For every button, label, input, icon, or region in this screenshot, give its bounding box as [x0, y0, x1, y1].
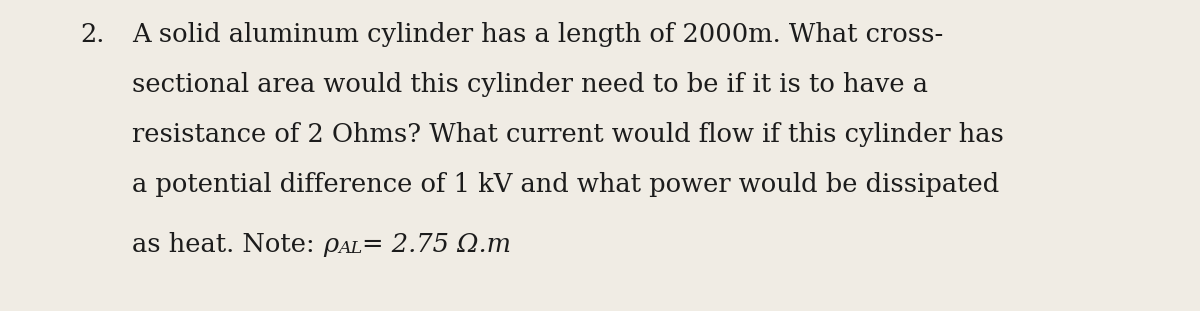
Text: A solid aluminum cylinder has a length of 2000m. What cross-: A solid aluminum cylinder has a length o… — [132, 22, 943, 47]
Text: resistance of 2 Ohms? What current would flow if this cylinder has: resistance of 2 Ohms? What current would… — [132, 122, 1004, 147]
Text: = 2.75 Ω.m: = 2.75 Ω.m — [362, 232, 511, 257]
Text: AL: AL — [338, 240, 362, 257]
Text: a potential difference of 1 kV and what power would be dissipated: a potential difference of 1 kV and what … — [132, 172, 1000, 197]
Text: ρ: ρ — [323, 232, 338, 257]
Text: as heat. Note:: as heat. Note: — [132, 232, 323, 257]
Text: sectional area would this cylinder need to be if it is to have a: sectional area would this cylinder need … — [132, 72, 928, 97]
Text: 2.: 2. — [80, 22, 104, 47]
